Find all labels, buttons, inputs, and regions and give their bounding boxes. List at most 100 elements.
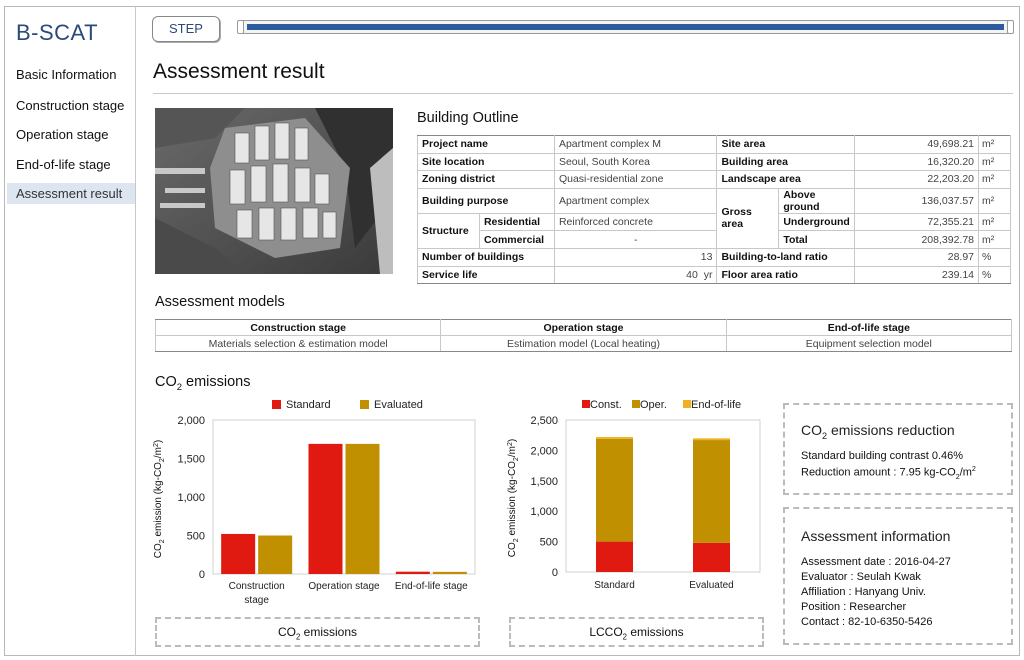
floor-area-ratio-label: Floor area ratio bbox=[716, 265, 856, 285]
table-row: Structure Residential Reinforced concret… bbox=[417, 212, 1011, 249]
assessment-information-panel: Assessment information Assessment date :… bbox=[783, 507, 1013, 645]
sidebar-item-construction-stage[interactable]: Construction stage bbox=[16, 98, 125, 113]
table-row: Number of buildings 13 Building-to-land … bbox=[417, 247, 1011, 267]
co2-emissions-bar-chart: 0 500 1,000 1,500 2,000 Construction stage Oper… bbox=[153, 399, 476, 606]
project-name-label: Project name bbox=[417, 135, 555, 154]
landscape-area-label: Landscape area bbox=[716, 170, 856, 189]
title-divider bbox=[153, 93, 1013, 94]
building-to-land-ratio-unit: % bbox=[978, 247, 1011, 267]
legend-label: Evaluated bbox=[374, 399, 423, 411]
models-value-end-of-life: Equipment selection model bbox=[725, 335, 1013, 352]
landscape-area-unit: m² bbox=[978, 170, 1011, 189]
gross-area-label: Gross area bbox=[716, 187, 780, 249]
number-of-buildings-value: 13 bbox=[553, 247, 718, 267]
affiliation: Affiliation : Hanyang Univ. bbox=[801, 586, 926, 598]
bar-evaluated bbox=[345, 443, 380, 574]
x-tick-label: Construction bbox=[229, 581, 285, 592]
service-life-unit: yr bbox=[703, 268, 713, 281]
step-progress-fill bbox=[247, 24, 1004, 30]
bar-evaluated bbox=[258, 535, 293, 574]
sidebar-item-end-of-life-stage[interactable]: End-of-life stage bbox=[16, 157, 111, 172]
y-tick-label: 0 bbox=[199, 569, 205, 581]
building-to-land-ratio-value: 28.97 bbox=[854, 247, 980, 267]
project-name-value: Apartment complex M bbox=[553, 135, 718, 154]
service-life-number: 40 bbox=[686, 268, 698, 281]
table-row: Construction stage Operation stage End-o… bbox=[154, 319, 1013, 336]
legend-swatch bbox=[683, 400, 691, 408]
table-row: Site location Seoul, South Korea Buildin… bbox=[417, 152, 1011, 172]
residential-label: Residential bbox=[478, 212, 555, 232]
stacked-bar-const bbox=[596, 541, 633, 572]
commercial-value: - bbox=[553, 230, 718, 249]
building-purpose-value: Apartment complex bbox=[553, 187, 718, 214]
building-area-label: Building area bbox=[716, 152, 856, 172]
co2-emissions-heading: CO2 emissions bbox=[155, 374, 251, 392]
stacked-bar-const bbox=[693, 542, 730, 572]
table-row: Materials selection & estimation model E… bbox=[154, 335, 1013, 352]
position: Position : Researcher bbox=[801, 601, 907, 613]
building-outline-heading: Building Outline bbox=[417, 110, 519, 126]
y-tick-label: 500 bbox=[187, 531, 205, 543]
building-outline-table: Project name Apartment complex M Site ar… bbox=[417, 135, 1011, 285]
site-area-value: 49,698.21 bbox=[854, 135, 980, 154]
assessment-models-heading: Assessment models bbox=[155, 294, 285, 310]
building-area-value: 16,320.20 bbox=[854, 152, 980, 172]
sidebar-item-assessment-result[interactable]: Assessment result bbox=[7, 183, 135, 204]
lcco2-stacked-bar-chart: 0 500 1,000 1,500 2,000 2,500 Standard Evaluate… bbox=[507, 399, 761, 591]
site-location-label: Site location bbox=[417, 152, 555, 172]
models-header-operation: Operation stage bbox=[440, 319, 727, 336]
building-area-unit: m² bbox=[978, 152, 1011, 172]
legend-swatch bbox=[632, 400, 640, 408]
legend-swatch bbox=[272, 400, 281, 409]
co2-reduction-title: CO2 emissions reduction bbox=[801, 422, 955, 441]
commercial-label: Commercial bbox=[478, 230, 555, 249]
x-tick-label: Evaluated bbox=[689, 580, 733, 591]
app-logo: B-SCAT bbox=[16, 20, 99, 45]
step-progress-end-cap bbox=[1007, 20, 1014, 34]
legend-label: Const. bbox=[590, 399, 622, 411]
legend-label: End-of-life bbox=[691, 399, 741, 411]
y-tick-label: 1,500 bbox=[177, 454, 205, 466]
total-area-label: Total bbox=[778, 230, 856, 249]
step-progress-start-cap bbox=[237, 20, 244, 34]
zoning-district-value: Quasi-residential zone bbox=[553, 170, 718, 189]
y-tick-label: 1,500 bbox=[530, 476, 558, 488]
y-tick-label: 0 bbox=[552, 567, 558, 579]
sidebar: B-SCAT Basic Information Construction st… bbox=[4, 6, 136, 656]
total-area-value: 208,392.78 bbox=[854, 230, 980, 249]
table-row: Service life 40 yr Floor area ratio 239.… bbox=[417, 265, 1011, 285]
y-axis-label: CO2 emission (kg-CO2/m2) bbox=[153, 440, 166, 558]
co2-reduction-panel: CO2 emissions reduction Standard buildin… bbox=[783, 403, 1013, 495]
models-value-operation: Estimation model (Local heating) bbox=[440, 335, 727, 352]
sidebar-item-basic-information[interactable]: Basic Information bbox=[16, 67, 117, 82]
underground-label: Underground bbox=[778, 212, 856, 232]
legend-label: Standard bbox=[286, 399, 331, 411]
assessment-information-title: Assessment information bbox=[801, 528, 951, 544]
step-progress-bar bbox=[237, 20, 1014, 34]
models-header-end-of-life: End-of-life stage bbox=[725, 319, 1013, 336]
y-tick-label: 1,000 bbox=[530, 506, 558, 518]
reduction-amount: Reduction amount : 7.95 kg-CO2/m2 bbox=[801, 465, 976, 481]
service-life-value: 40 yr bbox=[553, 265, 718, 285]
site-area-unit: m² bbox=[978, 135, 1011, 154]
contact: Contact : 82-10-6350-5426 bbox=[801, 616, 933, 628]
y-tick-label: 2,500 bbox=[530, 415, 558, 427]
building-aerial-photo bbox=[155, 108, 393, 274]
stacked-bar-end-of-life bbox=[596, 437, 633, 439]
bar-standard bbox=[395, 571, 430, 574]
bar-standard bbox=[221, 533, 256, 574]
y-tick-label: 1,000 bbox=[177, 492, 205, 504]
page-title: Assessment result bbox=[153, 60, 325, 83]
stacked-bar-oper bbox=[693, 440, 730, 543]
sidebar-item-operation-stage[interactable]: Operation stage bbox=[16, 127, 109, 142]
assessment-date: Assessment date : 2016-04-27 bbox=[801, 556, 951, 568]
above-ground-value: 136,037.57 bbox=[854, 187, 980, 214]
x-tick-label: Standard bbox=[594, 580, 635, 591]
building-to-land-ratio-label: Building-to-land ratio bbox=[716, 247, 856, 267]
bar-evaluated bbox=[432, 571, 467, 574]
step-badge: STEP bbox=[152, 16, 220, 42]
stacked-bar-end-of-life bbox=[693, 438, 730, 441]
above-ground-label: Above ground bbox=[778, 187, 856, 214]
site-location-value: Seoul, South Korea bbox=[553, 152, 718, 172]
zoning-district-label: Zoning district bbox=[417, 170, 555, 189]
